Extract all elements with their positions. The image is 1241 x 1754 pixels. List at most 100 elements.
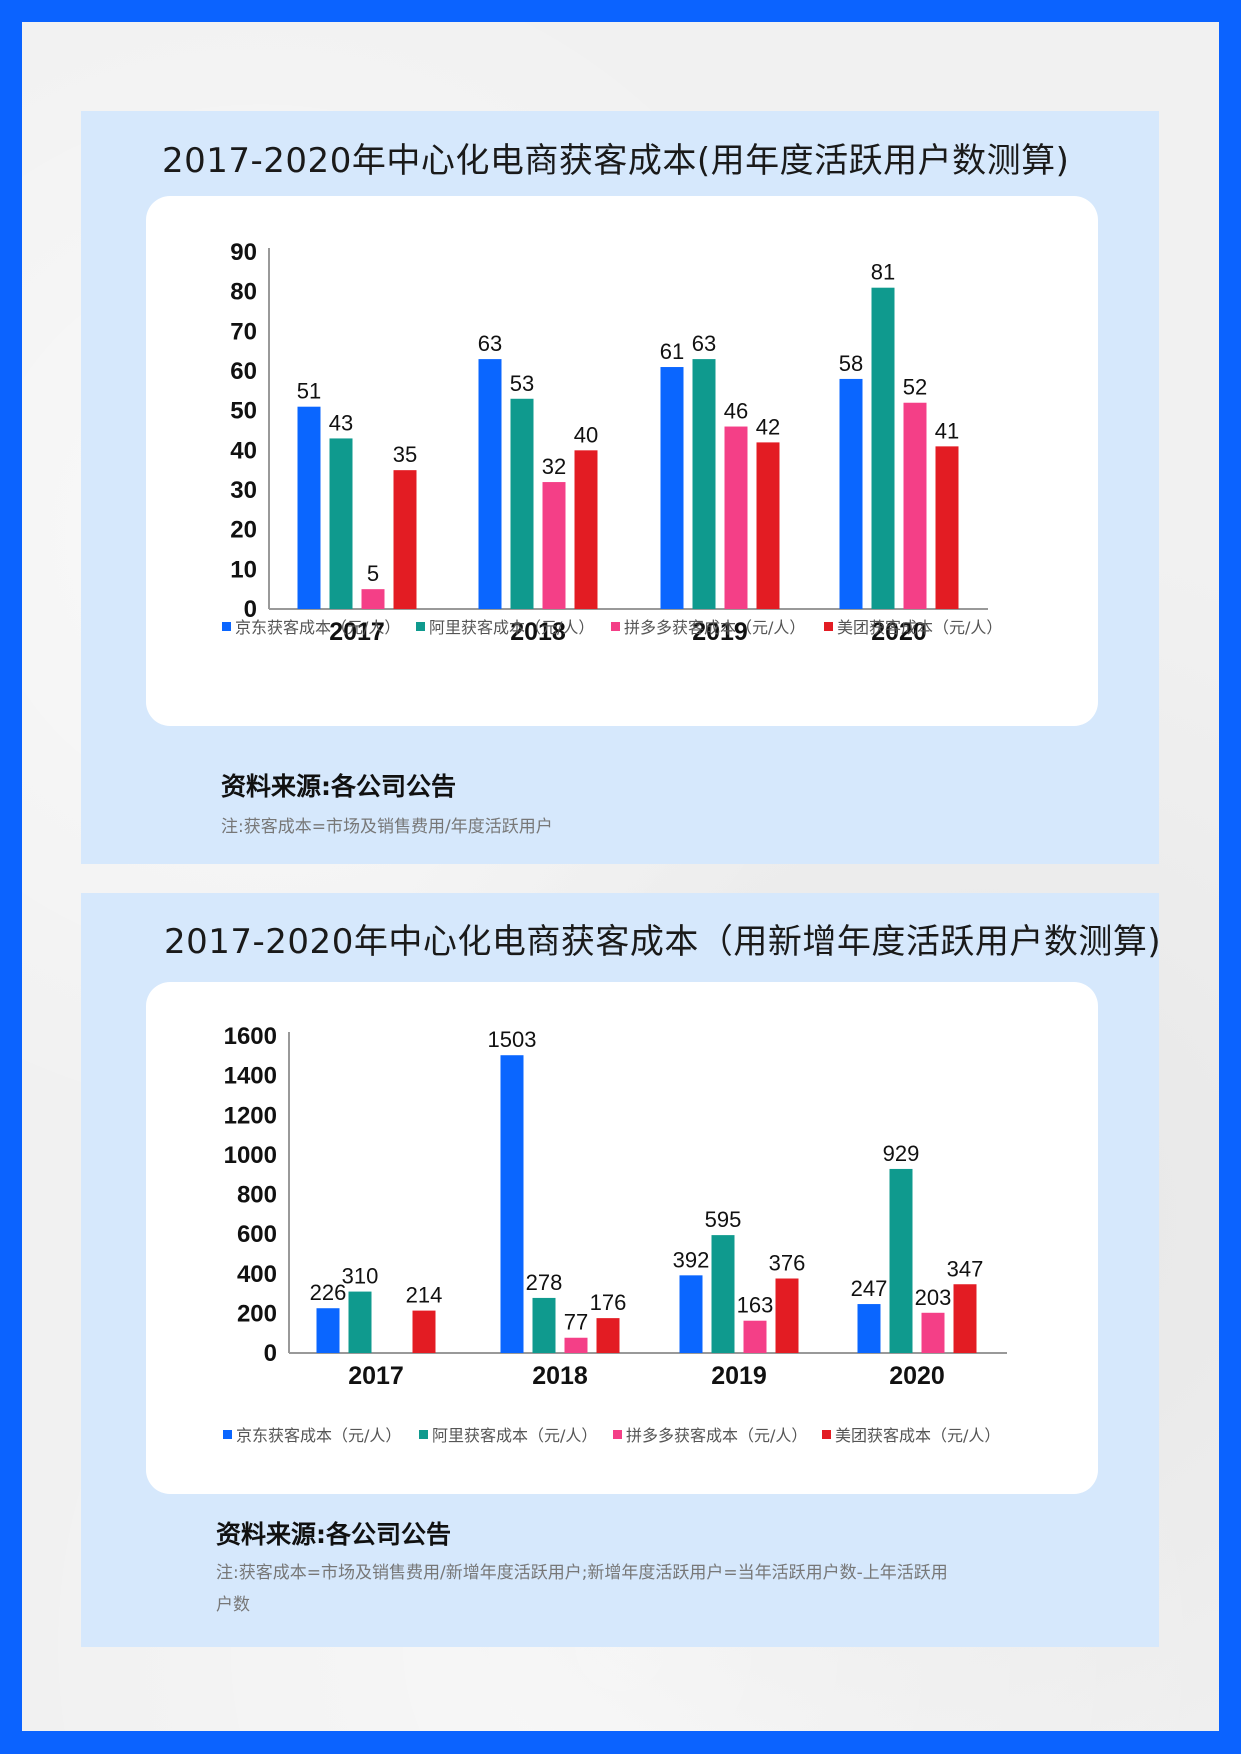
data-label: 203 (915, 1285, 952, 1310)
data-label: 52 (903, 375, 927, 400)
x-tick-label: 2020 (871, 618, 927, 646)
bar-2020-3 (953, 1284, 977, 1353)
legend-label: 阿里获客成本（元/人） (432, 1426, 597, 1445)
data-label: 41 (935, 418, 959, 443)
bar-2019-0 (660, 367, 684, 609)
y-tick-label: 90 (230, 239, 257, 266)
bar-2019-0 (679, 1275, 703, 1353)
data-label: 53 (510, 371, 534, 396)
data-label: 63 (478, 331, 502, 356)
chart-card: 0 10 20 30 40 50 60 70 80 90 51 43 5 35 2017 63 53 32 40 20… (146, 196, 1098, 726)
chart-title: 2017-2020年中心化电商获客成本(用年度活跃用户数测算) (162, 141, 1070, 181)
data-label: 5 (367, 561, 379, 586)
bar-2020-3 (935, 446, 959, 609)
bar-2018-2 (564, 1337, 588, 1353)
y-tick-label: 20 (230, 517, 257, 544)
chart-title: 2017-2020年中心化电商获客成本（用新增年度活跃用户数测算) (164, 922, 1162, 962)
y-tick-label: 400 (237, 1261, 277, 1288)
legend-label: 美团获客成本（元/人） (837, 618, 1002, 637)
note-text: 注:获客成本=市场及销售费用/年度活跃用户 (221, 817, 553, 837)
legend-swatch (419, 1430, 428, 1439)
bar-2020-0 (839, 378, 863, 609)
data-label: 347 (947, 1256, 984, 1281)
legend-label: 拼多多获客成本（元/人） (624, 618, 805, 637)
y-tick-label: 30 (230, 477, 257, 504)
bar-2017-0 (297, 406, 321, 609)
legend-label: 拼多多获客成本（元/人） (626, 1426, 807, 1445)
bar-2017-1 (329, 438, 353, 609)
source-label: 资料来源:各公司公告 (221, 772, 456, 801)
data-label: 163 (737, 1293, 774, 1318)
y-tick-label: 40 (230, 437, 257, 464)
bar-2019-3 (775, 1278, 799, 1353)
bar-2020-2 (903, 402, 927, 609)
y-tick-label: 1400 (224, 1063, 277, 1090)
y-tick-label: 800 (237, 1182, 277, 1209)
x-tick-label: 2020 (889, 1362, 945, 1390)
data-label: 43 (329, 410, 353, 435)
legend-swatch (416, 622, 425, 631)
y-tick-label: 1000 (224, 1142, 277, 1169)
data-label: 595 (705, 1207, 742, 1232)
y-tick-label: 10 (230, 556, 257, 583)
bar-2018-1 (532, 1297, 556, 1353)
y-tick-label: 1600 (224, 1023, 277, 1050)
data-label: 51 (297, 379, 321, 404)
x-tick-label: 2018 (532, 1362, 588, 1390)
data-label: 63 (692, 331, 716, 356)
bar-2019-2 (743, 1320, 767, 1353)
data-label: 176 (590, 1290, 627, 1315)
data-label: 392 (673, 1247, 710, 1272)
data-label: 35 (393, 442, 417, 467)
bar-2019-1 (692, 359, 716, 609)
legend-swatch (613, 1430, 622, 1439)
data-label: 40 (574, 422, 598, 447)
y-tick-label: 70 (230, 318, 257, 345)
bar-2018-1 (510, 398, 534, 609)
data-label: 214 (406, 1283, 443, 1308)
x-tick-label: 2019 (711, 1362, 767, 1390)
bar-2018-0 (500, 1055, 524, 1353)
bar-2019-2 (724, 426, 748, 609)
legend-label: 阿里获客成本（元/人） (429, 618, 594, 637)
data-label: 376 (769, 1251, 806, 1276)
bar-2017-3 (393, 470, 417, 609)
bar-2018-2 (542, 482, 566, 609)
bar-2017-3 (412, 1310, 436, 1353)
legend-label: 京东获客成本（元/人） (235, 618, 400, 637)
legend-swatch (822, 1430, 831, 1439)
y-tick-label: 80 (230, 279, 257, 306)
bar-2017-2 (361, 589, 385, 609)
legend-label: 京东获客成本（元/人） (236, 1426, 401, 1445)
data-label: 310 (342, 1264, 379, 1289)
bar-2017-0 (316, 1308, 340, 1353)
data-label: 46 (724, 399, 748, 424)
y-tick-label: 200 (237, 1300, 277, 1327)
legend-swatch (223, 1430, 232, 1439)
note-text: 注:获客成本=市场及销售费用/新增年度活跃用户;新增年度活跃用户=当年活跃用户数… (216, 1563, 948, 1615)
data-label: 77 (564, 1310, 588, 1335)
data-label: 32 (542, 454, 566, 479)
bar-2017-1 (348, 1291, 372, 1353)
data-label: 226 (310, 1280, 347, 1305)
data-label: 278 (526, 1270, 563, 1295)
x-tick-label: 2017 (329, 618, 385, 646)
x-tick-label: 2017 (348, 1362, 404, 1390)
data-label: 1503 (488, 1027, 537, 1052)
y-tick-label: 600 (237, 1221, 277, 1248)
source-label: 资料来源:各公司公告 (216, 1520, 451, 1549)
y-tick-label: 1200 (224, 1102, 277, 1129)
y-tick-label: 0 (264, 1340, 277, 1367)
y-tick-label: 0 (244, 596, 257, 623)
data-label: 42 (756, 414, 780, 439)
chart-panel-new-users: 2017-2020年中心化电商获客成本（用新增年度活跃用户数测算) 0 200 40… (81, 893, 1162, 1647)
data-label: 81 (871, 260, 895, 285)
data-label: 61 (660, 339, 684, 364)
bar-2018-0 (478, 359, 502, 609)
chart-card: 0 200 400 600 800 1000 1200 1400 1600 226 310 214 20… (146, 982, 1098, 1494)
bar-2018-3 (596, 1318, 620, 1353)
y-tick-label: 60 (230, 358, 257, 385)
bar-2020-1 (871, 287, 895, 609)
legend-swatch (824, 622, 833, 631)
